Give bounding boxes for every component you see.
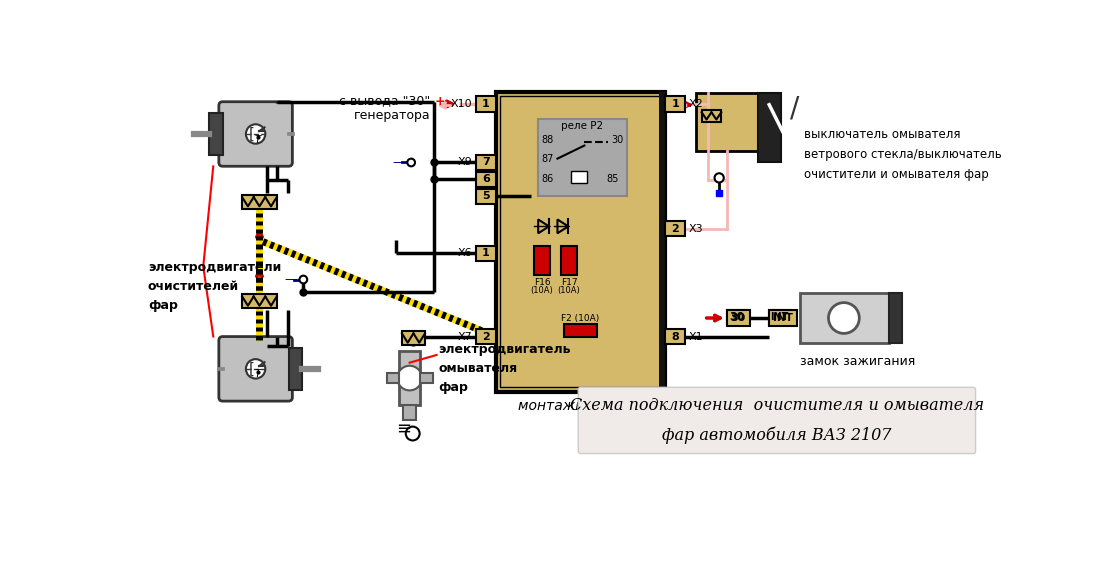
Circle shape xyxy=(829,303,859,333)
Text: —: — xyxy=(392,156,406,169)
Bar xyxy=(665,329,685,344)
Text: 1: 1 xyxy=(671,99,679,109)
Text: INT: INT xyxy=(773,313,793,323)
Bar xyxy=(563,324,598,336)
Text: (10A): (10A) xyxy=(558,286,580,295)
Bar xyxy=(665,221,685,237)
Text: замок зажигания: замок зажигания xyxy=(800,355,915,368)
Text: с вывода "30"
генератора: с вывода "30" генератора xyxy=(339,94,430,122)
Text: X2: X2 xyxy=(689,99,703,109)
Text: X9: X9 xyxy=(458,158,473,168)
Bar xyxy=(500,96,661,387)
Text: 1: 1 xyxy=(482,248,490,258)
Text: [: [ xyxy=(249,362,254,377)
Bar xyxy=(476,329,496,344)
Bar xyxy=(476,189,496,204)
Text: F17: F17 xyxy=(561,278,578,287)
Bar xyxy=(289,347,302,390)
Text: X7: X7 xyxy=(458,332,473,342)
Bar xyxy=(571,171,588,183)
Text: (10A): (10A) xyxy=(531,286,553,295)
Text: 2: 2 xyxy=(482,332,490,342)
Text: монтажный блок: монтажный блок xyxy=(518,399,643,413)
Bar xyxy=(665,96,685,112)
Bar xyxy=(538,119,627,196)
Bar xyxy=(209,113,222,155)
Text: +: + xyxy=(436,95,446,108)
Bar xyxy=(476,246,496,261)
Bar xyxy=(769,310,797,326)
Bar xyxy=(476,172,496,187)
Text: INT: INT xyxy=(770,312,789,322)
Bar xyxy=(697,93,758,151)
Bar xyxy=(420,373,432,383)
Circle shape xyxy=(398,366,422,390)
Text: 86: 86 xyxy=(541,173,553,183)
Text: X1: X1 xyxy=(689,332,703,342)
Text: T: T xyxy=(254,134,261,144)
Bar xyxy=(476,96,496,112)
Text: электродвигатели
очистителей
фар: электродвигатели очистителей фар xyxy=(148,261,281,312)
Text: [: [ xyxy=(249,127,254,142)
Text: 87: 87 xyxy=(541,154,553,164)
Circle shape xyxy=(246,124,266,144)
Bar xyxy=(727,310,747,325)
Text: F2 (10A): F2 (10A) xyxy=(561,314,600,322)
FancyBboxPatch shape xyxy=(219,102,292,166)
Bar xyxy=(702,110,721,122)
Bar xyxy=(561,246,577,275)
Bar xyxy=(758,93,781,162)
Circle shape xyxy=(714,173,723,182)
Text: 8: 8 xyxy=(671,332,679,342)
Bar xyxy=(727,310,750,326)
Text: —: — xyxy=(284,273,298,286)
Text: 2: 2 xyxy=(671,224,679,234)
Text: 1: 1 xyxy=(482,99,490,109)
Text: Схема подключения  очистителя и омывателя
фар автомобиля ВАЗ 2107: Схема подключения очистителя и омывателя… xyxy=(570,397,984,444)
Bar xyxy=(403,405,416,420)
Bar xyxy=(402,331,426,345)
FancyBboxPatch shape xyxy=(578,387,975,454)
Text: X3: X3 xyxy=(689,224,703,234)
Text: 30: 30 xyxy=(731,313,745,323)
Text: электродвигатель
омывателя
фар: электродвигатель омывателя фар xyxy=(438,343,571,394)
Text: 88: 88 xyxy=(541,135,553,145)
Bar xyxy=(242,195,277,208)
Bar xyxy=(769,310,789,325)
Bar xyxy=(534,246,550,275)
Bar xyxy=(496,92,665,392)
Text: F16: F16 xyxy=(533,278,550,287)
Text: X10: X10 xyxy=(451,99,473,109)
Bar xyxy=(889,293,902,343)
Circle shape xyxy=(408,159,416,166)
Bar xyxy=(399,351,420,405)
Bar xyxy=(800,293,889,343)
Bar xyxy=(476,155,496,170)
Text: 6: 6 xyxy=(482,175,490,185)
Text: 5: 5 xyxy=(482,192,490,201)
Text: X6: X6 xyxy=(458,248,473,258)
Circle shape xyxy=(300,276,308,283)
Text: 30: 30 xyxy=(611,135,623,145)
Text: /: / xyxy=(790,95,799,123)
Text: реле Р2: реле Р2 xyxy=(561,121,603,131)
Text: 30: 30 xyxy=(729,312,744,322)
Text: ≡: ≡ xyxy=(396,419,411,437)
Text: 85: 85 xyxy=(607,173,619,183)
Text: T: T xyxy=(254,370,261,380)
Bar xyxy=(387,373,399,383)
Bar xyxy=(659,92,665,392)
Circle shape xyxy=(246,359,266,378)
FancyBboxPatch shape xyxy=(219,336,292,401)
Text: выключатель омывателя
ветрового стекла/выключатель
очистители и омывателя фар: выключатель омывателя ветрового стекла/в… xyxy=(804,128,1002,181)
Text: 7: 7 xyxy=(482,158,490,168)
Bar xyxy=(242,294,277,308)
